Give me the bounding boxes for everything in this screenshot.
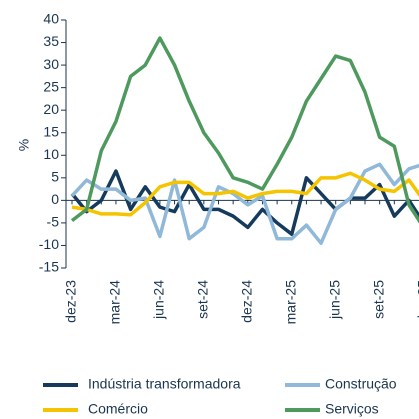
x-tick-label: dez-23 bbox=[63, 280, 79, 323]
y-tick-label: 25 bbox=[43, 78, 59, 94]
y-tick-label: 20 bbox=[43, 101, 59, 117]
x-tick-label: jun-24 bbox=[151, 280, 167, 320]
x-tick-label: mar-25 bbox=[282, 280, 298, 325]
x-tick-label: mar-24 bbox=[107, 280, 123, 325]
y-tick-label: 30 bbox=[43, 56, 59, 72]
x-tick-label: dez-25 bbox=[414, 280, 419, 323]
x-tick-label: set-24 bbox=[195, 280, 211, 319]
y-tick-label: 35 bbox=[43, 33, 59, 49]
series-line bbox=[70, 162, 419, 245]
legend-label: Serviços bbox=[325, 401, 379, 417]
series-line bbox=[70, 169, 419, 236]
y-tick-label: -5 bbox=[47, 214, 60, 230]
y-tick-label: 10 bbox=[43, 146, 59, 162]
y-tick-label: 40 bbox=[43, 11, 59, 27]
legend-label: Comércio bbox=[88, 401, 148, 417]
legend-label: Construção bbox=[325, 376, 397, 392]
y-tick-label: -15 bbox=[39, 259, 59, 275]
y-axis-label: % bbox=[16, 139, 32, 151]
legend-label: Indústria transformadora bbox=[88, 376, 241, 392]
y-tick-label: -10 bbox=[39, 236, 59, 252]
y-tick-label: 5 bbox=[51, 169, 59, 185]
x-tick-label: dez-24 bbox=[239, 280, 255, 323]
y-tick-label: 0 bbox=[51, 191, 59, 207]
y-tick-label: 15 bbox=[43, 123, 59, 139]
x-tick-label: set-25 bbox=[370, 280, 386, 319]
series-line bbox=[71, 171, 419, 217]
series-line bbox=[70, 36, 419, 224]
x-tick-label: jun-25 bbox=[326, 280, 342, 320]
